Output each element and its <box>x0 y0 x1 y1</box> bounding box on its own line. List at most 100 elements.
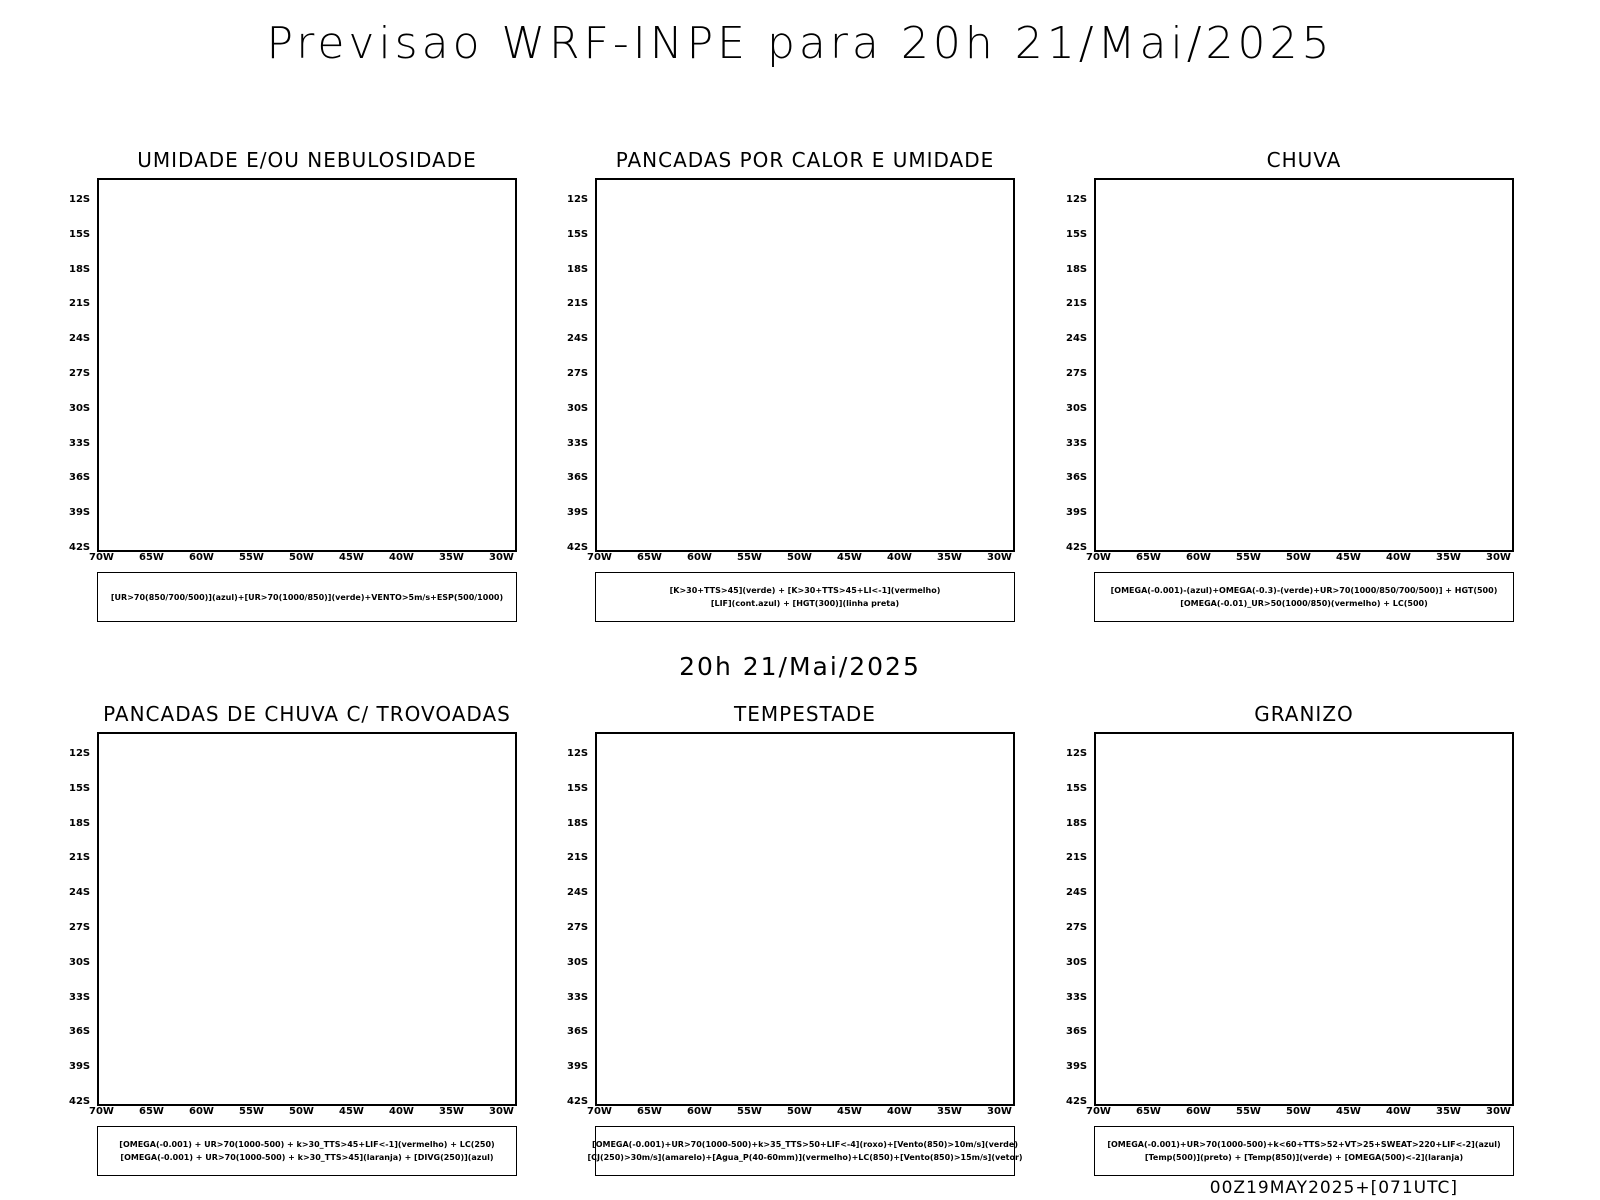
latitude-tick-label: 39S <box>69 507 91 519</box>
latitude-tick-label: 27S <box>69 368 91 379</box>
legend-line: [K>30+TTS>45](verde) + [K>30+TTS>45+LI<-… <box>669 586 941 595</box>
latitude-tick-label: 12S <box>69 748 91 759</box>
latitude-tick-label: 42S <box>69 1096 91 1107</box>
longitude-tick-label: 70W <box>1086 552 1111 563</box>
longitude-tick-label: 50W <box>787 552 812 563</box>
longitude-tick-label: 40W <box>1386 1106 1411 1117</box>
panel-title: PANCADAS DE CHUVA C/ TROVOADAS <box>103 702 511 726</box>
latitude-tick-label: 24S <box>1066 333 1088 345</box>
latitude-tick-label: 21S <box>69 852 91 864</box>
latitude-tick-label: 36S <box>69 472 91 484</box>
latitude-tick-label: 42S <box>69 542 91 553</box>
latitude-tick-label: 36S <box>1066 1026 1088 1038</box>
panel-title: TEMPESTADE <box>734 702 876 726</box>
longitude-tick-label: 35W <box>439 1106 464 1117</box>
latitude-tick-label: 42S <box>1066 542 1088 553</box>
legend-box: [UR>70(850/700/500)](azul)+[UR>70(1000/8… <box>97 572 517 622</box>
longitude-tick-label: 50W <box>787 1106 812 1117</box>
latitude-tick-label: 15S <box>567 782 589 794</box>
latitude-tick-label: 36S <box>567 1026 589 1038</box>
latitude-tick-label: 27S <box>69 922 91 933</box>
latitude-tick-label: 27S <box>1066 368 1088 379</box>
longitude-tick-label: 55W <box>239 552 264 563</box>
weather-map-panel <box>595 732 1015 1106</box>
map-svg: 1012101610201024101610121008564558552546… <box>99 180 515 550</box>
latitude-tick-label: 39S <box>567 507 589 519</box>
longitude-tick-label: 35W <box>1436 552 1461 563</box>
legend-box: [OMEGA(-0.001) + UR>70(1000-500) + k>30_… <box>97 1126 517 1176</box>
longitude-tick-label: 40W <box>389 1106 414 1117</box>
main-title: Previsao WRF-INPE para 20h 21/Mai/2025 <box>266 18 1334 69</box>
legend-line: [OMEGA(-0.001)-(azul)+OMEGA(-0.3)-(verde… <box>1110 586 1498 595</box>
panel-title: GRANIZO <box>1254 702 1354 726</box>
latitude-tick-label: 24S <box>69 887 91 899</box>
latitude-tick-label: 33S <box>567 437 589 449</box>
latitude-tick-label: 12S <box>567 748 589 759</box>
latitude-tick-label: 36S <box>1066 472 1088 484</box>
latitude-tick-label: 18S <box>567 263 589 275</box>
longitude-tick-label: 60W <box>687 552 712 563</box>
longitude-tick-label: 55W <box>737 552 762 563</box>
longitude-tick-label: 30W <box>1486 1106 1511 1117</box>
latitude-tick-label: 15S <box>69 228 91 240</box>
longitude-tick-label: 45W <box>339 1106 364 1117</box>
latitude-tick-label: 24S <box>69 333 91 345</box>
longitude-tick-label: 40W <box>389 552 414 563</box>
latitude-tick-label: 33S <box>69 991 91 1003</box>
longitude-tick-label: 45W <box>339 552 364 563</box>
legend-box: [K>30+TTS>45](verde) + [K>30+TTS>45+LI<-… <box>595 572 1015 622</box>
map-svg <box>99 734 515 1104</box>
latitude-tick-label: 21S <box>69 298 91 310</box>
latitude-tick-label: 42S <box>567 542 589 553</box>
weather-map-panel: 9600960095209520952094409440936093609280… <box>595 178 1015 552</box>
latitude-tick-label: 18S <box>69 817 91 829</box>
latitude-tick-label: 24S <box>567 887 589 899</box>
legend-line: [OMEGA(-0.001) + UR>70(1000-500) + k>30_… <box>120 1153 494 1162</box>
latitude-tick-label: 33S <box>1066 437 1088 449</box>
weather-map-panel <box>97 732 517 1106</box>
map-svg <box>597 734 1013 1104</box>
latitude-tick-label: 33S <box>1066 991 1088 1003</box>
latitude-tick-label: 27S <box>567 922 589 933</box>
latitude-tick-label: 30S <box>567 956 589 968</box>
latitude-tick-label: 12S <box>1066 194 1088 205</box>
latitude-tick-label: 15S <box>567 228 589 240</box>
longitude-tick-label: 65W <box>1136 1106 1161 1117</box>
latitude-tick-label: 15S <box>69 782 91 794</box>
latitude-tick-label: 18S <box>567 817 589 829</box>
latitude-tick-label: 30S <box>567 402 589 414</box>
latitude-tick-label: 24S <box>567 333 589 345</box>
longitude-tick-label: 50W <box>1286 1106 1311 1117</box>
latitude-tick-label: 21S <box>567 298 589 310</box>
weather-map-panel: 1012101610201024101610121008564558552546… <box>97 178 517 552</box>
longitude-tick-label: 60W <box>189 552 214 563</box>
latitude-tick-label: 39S <box>567 1061 589 1073</box>
weather-map-panel: 5825825795765735705675645615585555525495… <box>1094 178 1514 552</box>
latitude-tick-label: 18S <box>69 263 91 275</box>
legend-box: [OMEGA(-0.001)+UR>70(1000-500)+k<60+TTS>… <box>1094 1126 1514 1176</box>
longitude-tick-label: 65W <box>637 552 662 563</box>
longitude-tick-label: 55W <box>737 1106 762 1117</box>
longitude-tick-label: 65W <box>139 1106 164 1117</box>
longitude-tick-label: 35W <box>937 1106 962 1117</box>
longitude-tick-label: 60W <box>189 1106 214 1117</box>
map-svg: -12-12-15-15-18-15-21-21-24-27-30 <box>1096 734 1512 1104</box>
latitude-tick-label: 12S <box>1066 748 1088 759</box>
legend-line: [UR>70(850/700/500)](azul)+[UR>70(1000/8… <box>110 592 504 602</box>
longitude-tick-label: 45W <box>837 552 862 563</box>
longitude-tick-label: 30W <box>489 552 514 563</box>
longitude-tick-label: 35W <box>439 552 464 563</box>
latitude-tick-label: 27S <box>1066 922 1088 933</box>
longitude-tick-label: 40W <box>1386 552 1411 563</box>
longitude-tick-label: 60W <box>1186 1106 1211 1117</box>
legend-box: [OMEGA(-0.001)+UR>70(1000-500)+k>35_TTS>… <box>587 1126 1023 1176</box>
longitude-tick-label: 65W <box>139 552 164 563</box>
latitude-tick-label: 39S <box>69 1061 91 1073</box>
longitude-tick-label: 45W <box>1336 552 1361 563</box>
latitude-tick-label: 36S <box>567 472 589 484</box>
latitude-tick-label: 12S <box>567 194 589 205</box>
latitude-tick-label: 21S <box>1066 852 1088 864</box>
run-info-footer: 00Z19MAY2025+[071UTC] <box>1209 1178 1458 1198</box>
longitude-tick-label: 45W <box>837 1106 862 1117</box>
latitude-tick-label: 18S <box>1066 817 1088 829</box>
